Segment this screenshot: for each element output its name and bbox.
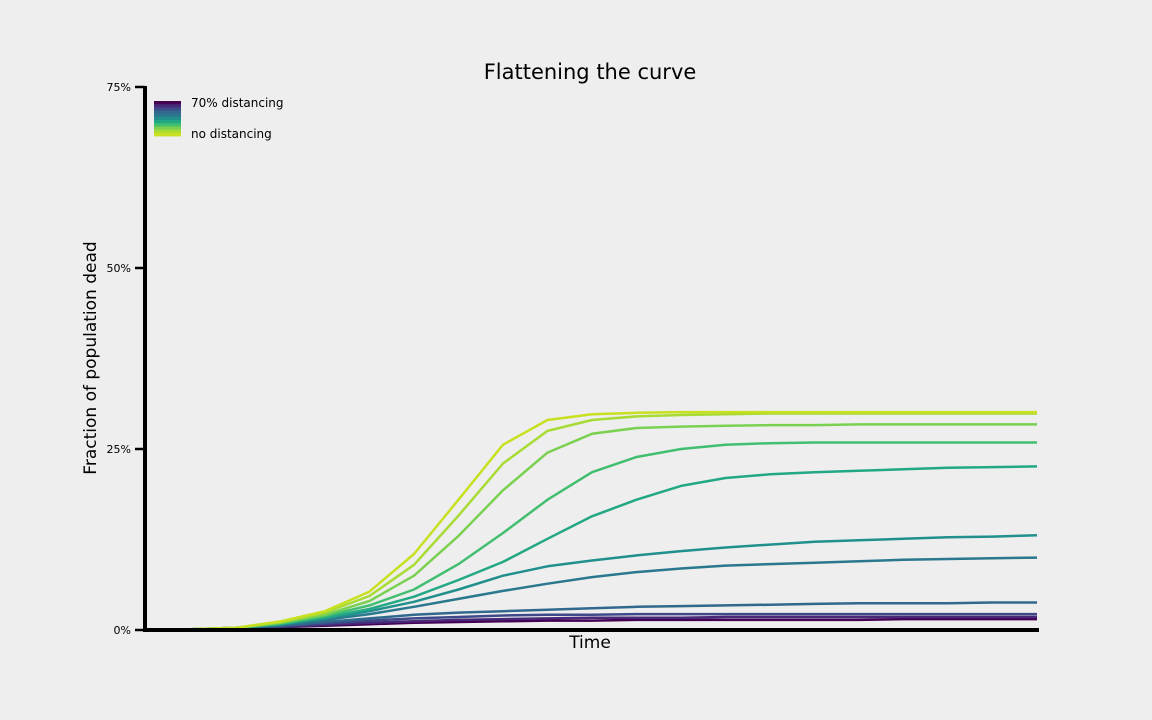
legend: 70% distancing no distancing [154,96,284,141]
series-line-10 [146,410,1037,632]
legend-label-bottom: no distancing [191,127,272,141]
legend-swatch-3 [154,110,181,115]
legend-swatch-1 [154,104,181,108]
legend-swatch-4 [154,113,181,118]
y-tick-label-2: 50% [107,262,131,275]
series-layer [146,410,1038,632]
series-line-7 [146,441,1037,632]
series-line-8 [146,423,1037,632]
legend-swatch-0 [154,101,181,105]
y-tick-label-3: 75% [107,81,131,94]
x-axis-label: Time [568,633,611,653]
y-axis-label: Fraction of population dead [81,241,101,474]
legend-swatch-2 [154,107,181,111]
legend-swatch-10 [154,132,181,137]
legend-swatch-5 [154,116,181,121]
series-line-6 [146,465,1038,632]
series-line-9 [146,412,1037,632]
legend-swatch-9 [154,129,181,134]
legend-swatch-6 [154,120,181,124]
legend-swatch-8 [154,126,181,131]
legend-colorbar [154,101,181,137]
y-tick-label-1: 25% [107,443,131,456]
legend-swatch-7 [154,123,181,127]
y-tick-layer: 0% 25% 50% 75% [107,81,145,637]
y-tick-label-0: 0% [114,624,131,637]
legend-label-top: 70% distancing [191,96,284,110]
chart-title: Flattening the curve [484,60,697,84]
